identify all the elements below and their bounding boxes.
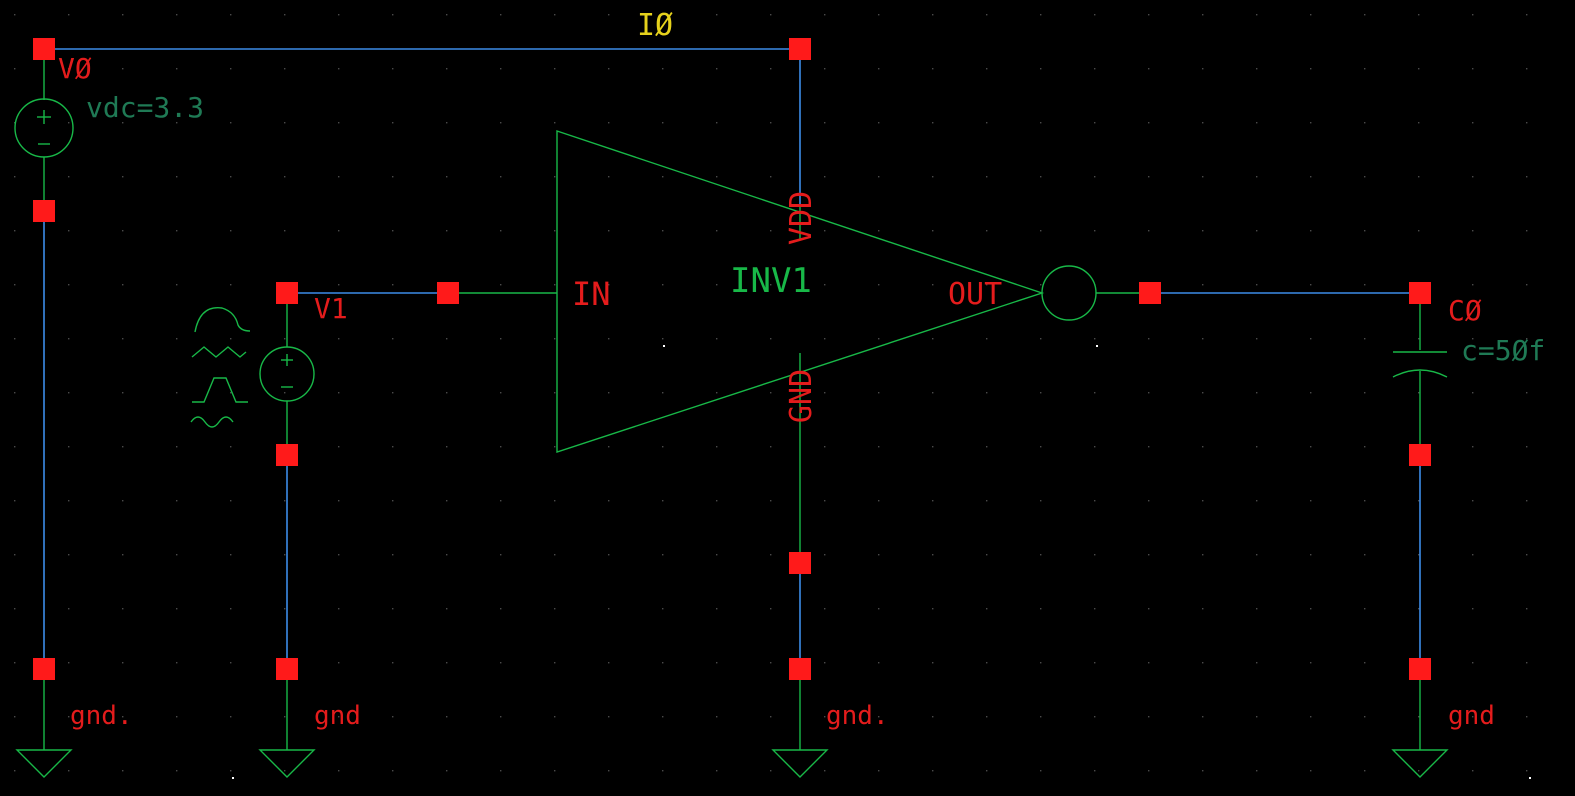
inverter-pin-gnd-label: GND <box>784 369 819 423</box>
capacitor-param: c=5Øf <box>1461 334 1545 367</box>
pin-v0-top[interactable] <box>33 38 55 60</box>
pin-inv-in[interactable] <box>437 282 459 304</box>
inverter-pin-out-label: OUT <box>948 277 1002 312</box>
pulse-source-name: V1 <box>314 292 348 325</box>
pin-cap-top[interactable] <box>1409 282 1431 304</box>
net-label-supply[interactable]: IØ <box>637 8 673 43</box>
pin-inv-out[interactable] <box>1139 282 1161 304</box>
inverter-name: INV1 <box>730 261 812 301</box>
vdc-source-symbol[interactable] <box>14 49 74 211</box>
pin-vdd-corner[interactable] <box>789 38 811 60</box>
ground-label-4: gnd <box>1448 701 1495 731</box>
pin-cap-bottom[interactable] <box>1409 444 1431 466</box>
pin-inv-gnd[interactable] <box>789 552 811 574</box>
pin-gnd-1[interactable] <box>33 658 55 680</box>
ground-symbol-3[interactable] <box>771 669 829 778</box>
pulse-waveform-icons <box>190 307 251 428</box>
marker-dots <box>232 345 1531 779</box>
vdc-source-name: VØ <box>58 52 92 85</box>
vdc-source-param: vdc=3.3 <box>86 91 204 124</box>
pin-gnd-3[interactable] <box>789 658 811 680</box>
inverter-pin-vdd-label: VDD <box>784 191 819 245</box>
ground-label-2: gnd <box>314 701 361 731</box>
inverter-symbol[interactable] <box>448 130 1150 563</box>
ground-label-1: gnd. <box>70 701 133 731</box>
ground-label-3: gnd. <box>826 701 889 731</box>
pin-v0-bottom[interactable] <box>33 200 55 222</box>
wires <box>43 48 1421 669</box>
pin-gnd-4[interactable] <box>1409 658 1431 680</box>
ground-symbol-1[interactable] <box>15 669 73 778</box>
capacitor-name: CØ <box>1448 294 1482 327</box>
pin-v1-bottom[interactable] <box>276 444 298 466</box>
ground-symbol-4[interactable] <box>1391 669 1449 778</box>
ground-symbol-2[interactable] <box>258 669 316 778</box>
pin-gnd-2[interactable] <box>276 658 298 680</box>
inverter-pin-in-label: IN <box>572 275 611 313</box>
pin-v1-top[interactable] <box>276 282 298 304</box>
